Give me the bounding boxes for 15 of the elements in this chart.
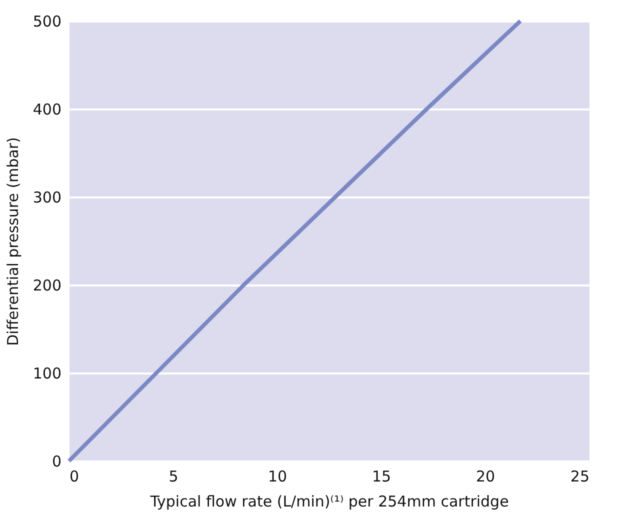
x-tick-label: 20	[476, 468, 496, 486]
x-axis-title: Typical flow rate (L/min)⁽¹⁾ per 254mm cartridge	[149, 492, 509, 510]
x-tick-label: 5	[168, 468, 178, 486]
x-tick-label: 25	[570, 468, 590, 486]
x-tick-label: 0	[70, 468, 80, 486]
x-tick-label: 10	[268, 468, 288, 486]
line-series	[67, 19, 522, 463]
y-tick-label: 100	[32, 364, 62, 382]
y-tick-label: 500	[32, 12, 62, 30]
y-tick-label: 200	[32, 276, 62, 294]
y-tick-label: 400	[32, 100, 62, 118]
y-tick-label: 0	[52, 452, 62, 470]
y-tick-label: 300	[32, 188, 62, 206]
x-tick-label: 15	[372, 468, 392, 486]
y-axis-title: Differential pressure (mbar)	[4, 137, 22, 346]
